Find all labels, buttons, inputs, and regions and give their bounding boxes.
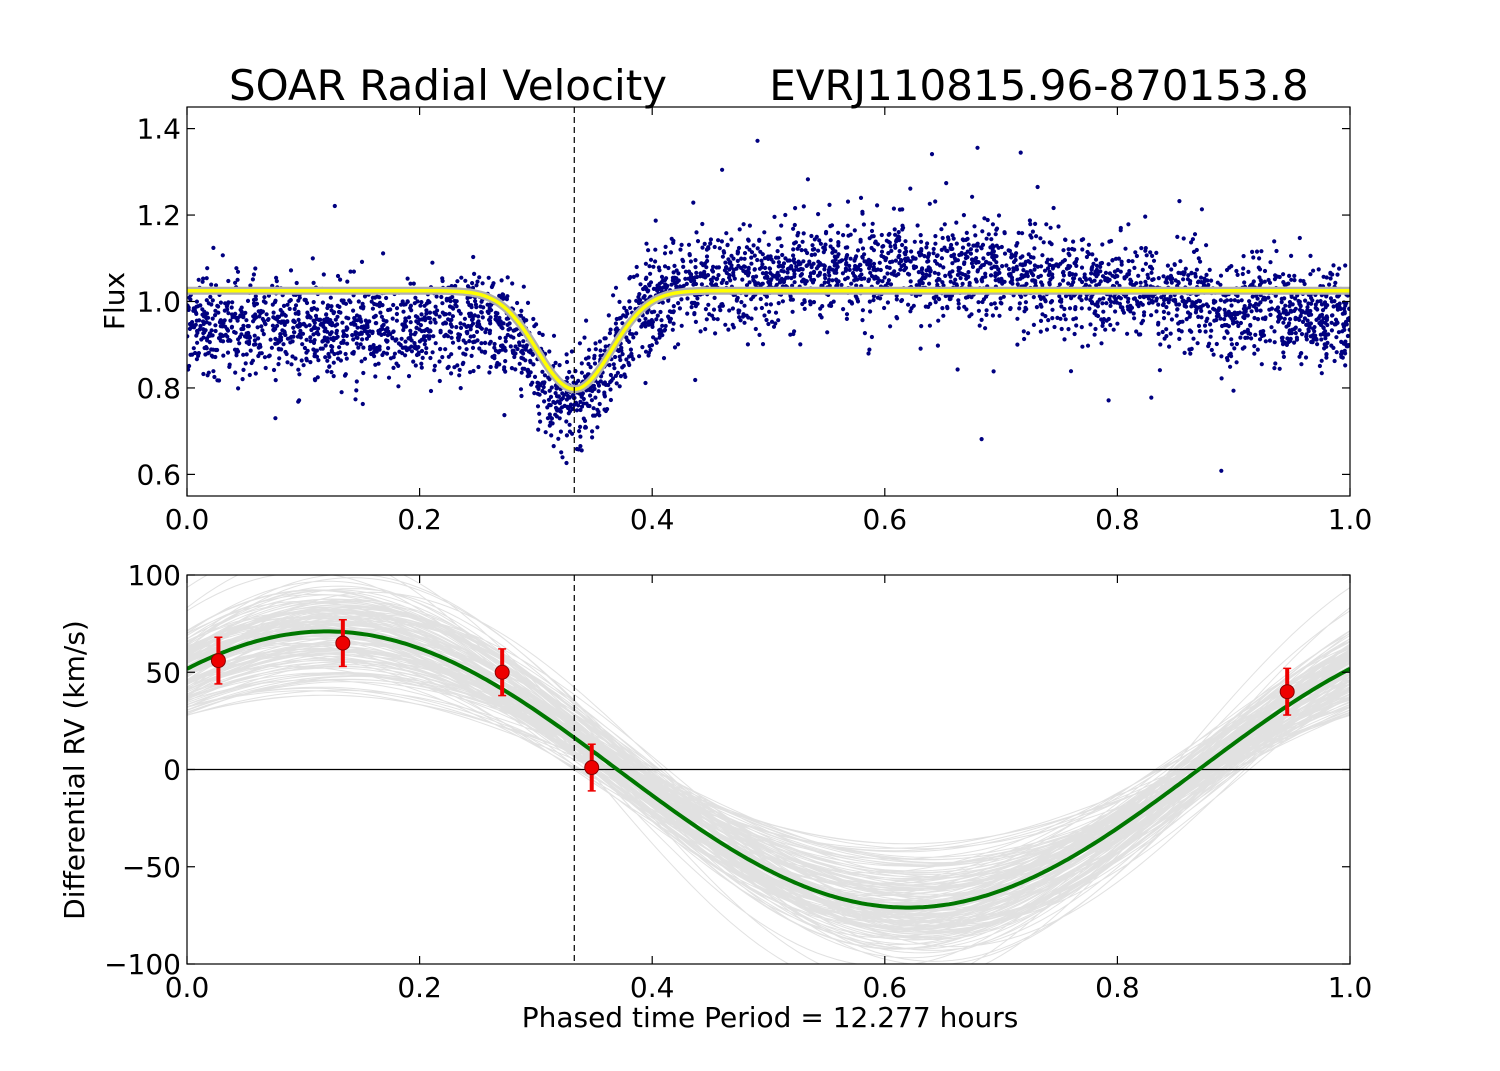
rv-data-points: [210, 618, 1295, 792]
x-tick-label: 0.2: [397, 971, 442, 1004]
y-tick-label: 0: [163, 754, 181, 787]
x-tick-label: 1.0: [1328, 503, 1373, 536]
title-right: EVRJ110815.96-870153.8: [769, 61, 1309, 110]
flux-ylabel: Flux: [98, 272, 131, 330]
x-tick-label: 0.6: [863, 971, 908, 1004]
x-tick-label: 0.4: [630, 503, 675, 536]
x-tick-label: 0.6: [863, 503, 908, 536]
rv-point: [210, 636, 226, 685]
rv-point: [584, 743, 600, 792]
x-tick-label: 0.4: [630, 971, 675, 1004]
y-tick-label: 1.4: [136, 113, 181, 146]
x-tick-label: 0.8: [1095, 503, 1140, 536]
y-tick-label: 1.2: [136, 199, 181, 232]
x-axis-title: Phased time Period = 12.277 hours: [522, 1001, 1019, 1034]
rv-marker: [494, 664, 510, 680]
x-tick-label: 0.2: [397, 503, 442, 536]
flux-model-curve: [187, 288, 1350, 391]
rv-marker: [584, 760, 600, 776]
rv-panel: 0.0 0.2 0.4 0.6 0.8 1.0 −100 −50 0 50 100 Differe…: [58, 559, 1373, 1004]
rv-marker: [1279, 684, 1295, 700]
title-left: SOAR Radial Velocity: [229, 61, 667, 110]
rv-best-fit-curve: [187, 629, 1350, 910]
rv-marker: [335, 635, 351, 651]
rv-point: [494, 648, 510, 697]
x-tick-label: 1.0: [1328, 971, 1373, 1004]
rv-marker: [210, 653, 226, 669]
rv-point: [335, 618, 351, 668]
rv-y-ticks: −100 −50 0 50 100: [104, 559, 1350, 981]
y-tick-label: 50: [145, 656, 181, 689]
flux-model: [187, 286, 1350, 394]
rv-x-ticks: 0.0 0.2 0.4 0.6 0.8 1.0: [165, 575, 1373, 1004]
flux-y-ticks: 0.6 0.8 1.0 1.2 1.4: [136, 113, 1350, 491]
flux-x-ticks: 0.0 0.2 0.4 0.6 0.8 1.0: [165, 107, 1373, 536]
rv-point: [1279, 667, 1295, 716]
y-tick-label: 1.0: [136, 286, 181, 319]
y-tick-label: 0.6: [136, 458, 181, 491]
x-tick-label: 0.8: [1095, 971, 1140, 1004]
flux-panel: 0.0 0.2 0.4 0.6 0.8 1.0 0.6 0.8 1.0 1.2 1.4 Flux: [98, 106, 1373, 536]
y-tick-label: 100: [128, 559, 181, 592]
y-tick-label: −100: [104, 948, 181, 981]
rv-ylabel: Differential RV (km/s): [58, 620, 91, 920]
x-tick-label: 0.0: [165, 503, 210, 536]
y-tick-label: −50: [122, 851, 181, 884]
y-tick-label: 0.8: [136, 372, 181, 405]
flux-scatter: [187, 138, 1350, 473]
x-tick-label: 0.0: [165, 971, 210, 1004]
flux-points: [187, 138, 1350, 473]
